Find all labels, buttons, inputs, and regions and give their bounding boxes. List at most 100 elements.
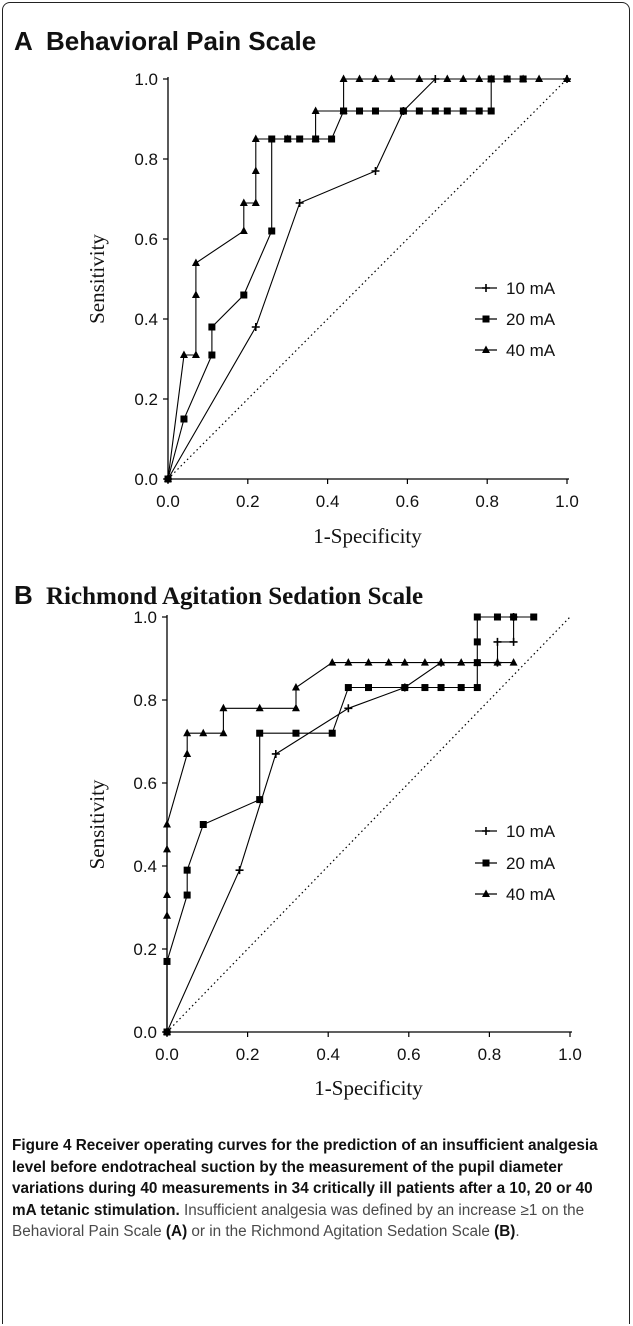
chart-b-line-square — [166, 616, 534, 1032]
chart-b-point-square — [328, 729, 336, 737]
chart-b-point-plus — [509, 637, 518, 646]
chart-a-point-triangle — [251, 198, 260, 206]
chart-b-point-plus — [493, 637, 502, 646]
chart-a-point-square — [268, 227, 276, 235]
chart-b-point-square — [473, 684, 481, 692]
chart-a-point-triangle — [164, 474, 172, 482]
chart-a-legend-marker-triangle — [482, 345, 490, 353]
chart-b-point-square — [437, 684, 445, 692]
chart-a-legend-label-square: 20 mA — [506, 310, 556, 329]
caption-body-1: Insufficient analgesia was defined by an… — [12, 1201, 585, 1241]
chart-b-line-plus — [166, 617, 515, 1033]
chart-b-series-square — [163, 613, 538, 1036]
chart-b-x-tick-label: 0.0 — [155, 1045, 179, 1064]
chart-a-point-square — [208, 323, 216, 331]
chart-a-point-triangle — [251, 134, 260, 142]
chart-a-x-tick-label: 0.0 — [156, 492, 180, 511]
chart-a-y-axis-label: Sensitivity — [85, 234, 109, 324]
chart-b-point-square — [510, 613, 518, 621]
chart-a-x-tick-label: 0.2 — [236, 492, 260, 511]
chart-b-y-tick-label: 0.4 — [133, 857, 157, 876]
chart-a-point-triangle — [475, 74, 484, 82]
chart-b-point-triangle — [344, 658, 353, 666]
caption-body-2: or in the Richmond Agitation Sedation Sc… — [187, 1223, 495, 1240]
chart-b-point-square — [183, 891, 191, 899]
chart-b-x-tick-label: 0.4 — [316, 1045, 340, 1064]
chart-a-point-square — [356, 107, 364, 115]
chart-b-point-plus — [235, 866, 244, 875]
chart-a-y-tick-label: 0.6 — [134, 230, 158, 249]
chart-a-point-square — [240, 291, 248, 299]
chart-b-point-triangle — [219, 703, 228, 712]
chart-b-point-triangle — [384, 658, 393, 666]
chart-b-point-triangle — [199, 728, 208, 737]
chart-a-x-tick-label: 1.0 — [555, 492, 579, 511]
chart-a-point-triangle — [311, 134, 320, 142]
chart-b-point-square — [473, 613, 481, 621]
chart-b-point-triangle — [291, 683, 300, 691]
chart-a-point-triangle — [179, 350, 188, 358]
chart-b-point-square — [473, 638, 481, 646]
chart-b-legend-label-plus: 10 mA — [506, 822, 556, 841]
chart-b-point-triangle — [420, 658, 429, 666]
chart-b-point-triangle — [493, 658, 502, 666]
chart-b-y-tick-label: 1.0 — [133, 608, 157, 627]
chart-a-point-square — [459, 107, 467, 115]
chart-a-point-triangle — [519, 74, 528, 82]
chart-a-x-tick-label: 0.4 — [316, 492, 340, 511]
chart-b-point-triangle — [183, 749, 192, 757]
chart-a-point-triangle — [459, 74, 468, 82]
chart-b-legend-marker-triangle — [482, 889, 490, 897]
caption-ref-a: (A) — [165, 1223, 188, 1240]
chart-a-legend-marker-plus — [482, 284, 490, 292]
chart-a-y-tick-label: 0.0 — [134, 470, 158, 489]
chart-b-legend-label-square: 20 mA — [506, 854, 556, 873]
caption-ref-b: (B) — [494, 1223, 516, 1240]
chart-b-y-tick-label: 0.2 — [133, 940, 157, 959]
chart-b-point-plus — [271, 749, 280, 758]
chart-b-y-tick-label: 0.0 — [133, 1023, 157, 1042]
chart-b-point-square — [421, 684, 429, 692]
chart-a-series-triangle — [164, 74, 571, 482]
chart-b-point-triangle — [291, 703, 300, 712]
chart-a-point-plus — [295, 199, 304, 207]
chart-b-reference-diagonal — [166, 616, 571, 1033]
figure-caption: Figure 4 Receiver operating curves for t… — [12, 1135, 617, 1243]
chart-b-point-square — [344, 684, 352, 692]
caption-lead: Figure 4 Receiver operating curves for t… — [12, 1137, 598, 1219]
chart-a-point-triangle — [191, 290, 200, 298]
chart-b-x-tick-label: 0.2 — [236, 1045, 260, 1064]
chart-b-point-square — [493, 613, 501, 621]
chart-a-point-triangle — [443, 74, 452, 82]
chart-b-point-triangle — [437, 658, 446, 666]
chart-b-point-triangle — [328, 658, 337, 666]
chart-a-x-tick-label: 0.8 — [475, 492, 499, 511]
chart-a-point-triangle — [239, 198, 248, 206]
chart-b-point-plus — [344, 704, 353, 713]
chart-a-x-tick-label: 0.6 — [396, 492, 420, 511]
chart-a-y-tick-label: 0.4 — [134, 310, 158, 329]
caption-body-3: . — [515, 1223, 520, 1240]
panel-a-letter: A — [14, 26, 33, 56]
panel-b-letter: B — [14, 580, 33, 610]
chart-b-point-triangle — [509, 658, 518, 666]
chart-b-point-triangle — [219, 728, 228, 737]
chart-a-point-triangle — [415, 74, 424, 82]
chart-b-point-square — [183, 866, 191, 874]
chart-a-point-triangle — [535, 74, 544, 82]
chart-b-line-triangle — [166, 662, 514, 1032]
chart-a-point-plus — [251, 323, 260, 331]
chart-a-point-triangle — [239, 226, 248, 234]
chart-a-point-triangle — [191, 258, 200, 266]
chart-b-point-triangle — [457, 658, 466, 666]
chart-a-line-square — [167, 78, 524, 480]
chart-a-point-triangle — [387, 74, 396, 82]
chart-a-point-square — [415, 107, 423, 115]
chart-b-point-triangle — [473, 658, 482, 666]
chart-b-x-tick-label: 0.8 — [478, 1045, 502, 1064]
chart-a-point-square — [399, 107, 407, 115]
chart-b-x-axis-label: 1-Specificity — [314, 1076, 423, 1100]
chart-b-x-tick-label: 0.6 — [397, 1045, 421, 1064]
